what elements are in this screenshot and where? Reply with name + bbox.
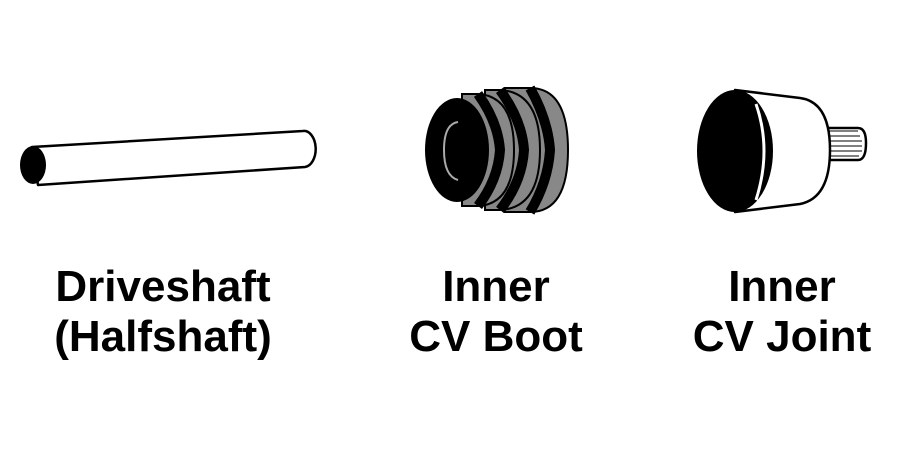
cv-joint-icon bbox=[697, 88, 868, 214]
driveshaft-icon bbox=[20, 129, 317, 187]
caption-line-1: Driveshaft bbox=[55, 262, 271, 311]
caption-line-1: Inner bbox=[728, 262, 836, 311]
cv-joint-caption: Inner CV Joint bbox=[662, 262, 900, 362]
cv-boot-icon bbox=[425, 85, 570, 215]
caption-line-1: Inner bbox=[442, 262, 550, 311]
driveshaft-caption: Driveshaft (Halfshaft) bbox=[18, 262, 308, 362]
cv-boot-caption: Inner CV Boot bbox=[376, 262, 616, 362]
caption-line-2: CV Joint bbox=[692, 312, 872, 361]
caption-line-2: CV Boot bbox=[409, 312, 583, 361]
caption-line-2: (Halfshaft) bbox=[54, 312, 272, 361]
